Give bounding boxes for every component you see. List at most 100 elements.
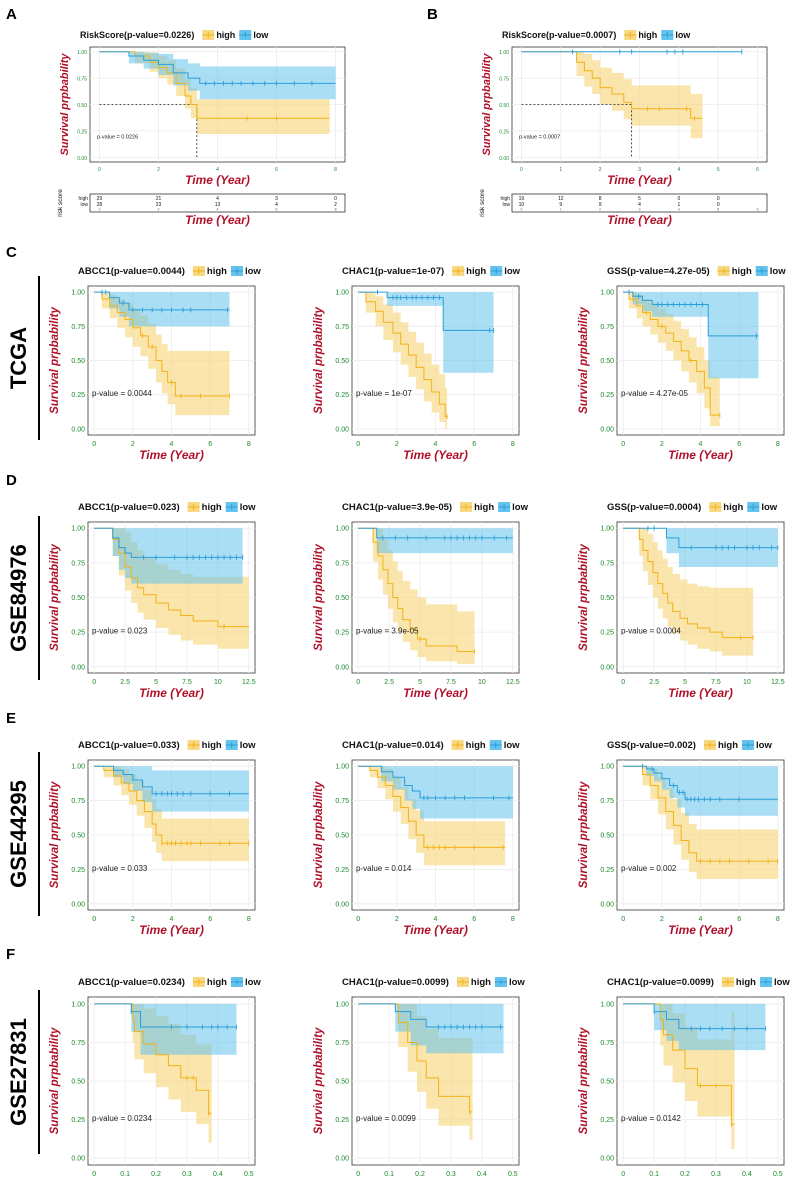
x-tick-label: 0 (356, 1171, 360, 1177)
km-curve-high (623, 1003, 735, 1125)
y-tick-label: 0.75 (600, 798, 614, 805)
x-tick-label: 12.5 (242, 679, 256, 686)
km-curve-low (623, 527, 778, 549)
legend: high low (717, 266, 786, 277)
x-tick-label: 4 (216, 167, 219, 173)
km-curve-low (623, 291, 759, 337)
x-tick-label: 2 (395, 441, 399, 448)
x-tick-label: 0 (621, 1171, 625, 1177)
risk-cell: 3 (275, 196, 278, 202)
ci-band-high (99, 51, 330, 135)
y-tick-label: 0.50 (600, 595, 614, 602)
x-tick-label: 0.3 (182, 1171, 192, 1177)
legend: high low (192, 977, 261, 988)
y-tick-label: 0.00 (71, 426, 85, 433)
y-axis-label: Survival prpbability (49, 781, 61, 888)
legend-label-high: high (723, 502, 743, 513)
y-tick-label: 0.50 (600, 833, 614, 840)
legend-label-high: high (466, 266, 486, 277)
plot-title: ABCC1(p-value=0.0234) (78, 977, 185, 988)
x-tick-label: 6 (275, 167, 278, 173)
y-tick-label: 0.50 (335, 595, 349, 602)
y-tick-label: 1.00 (600, 290, 614, 297)
x-tick-label: 0 (92, 1171, 96, 1177)
x-tick-label: 4 (434, 441, 438, 448)
risk-cell: 13 (215, 202, 221, 208)
ci-band-high (358, 292, 448, 429)
y-axis-label: Survival prpbability (313, 1027, 325, 1134)
x-tick-label: 10 (743, 679, 751, 686)
ci-band-low (623, 292, 759, 379)
risk-table-xlabel: Time (Year) (607, 213, 672, 227)
km-curve-low (94, 765, 249, 795)
plot-title: ABCC1(p-value=0.023) (78, 502, 180, 513)
x-axis-label: Time (Year) (139, 923, 204, 937)
y-tick-label: 0.75 (71, 1040, 85, 1047)
km-curve-high (94, 527, 249, 628)
risk-x-tick: 1 (560, 208, 562, 212)
risk-row-label: low (80, 202, 88, 208)
km-curve-low (623, 1003, 766, 1030)
y-tick-label: 1.00 (71, 526, 85, 533)
risk-x-tick: 5 (717, 208, 719, 212)
risk-x-tick: 3 (639, 208, 641, 212)
y-tick-label: 0.75 (71, 560, 85, 567)
legend-label-high: high (466, 740, 486, 751)
y-tick-label: 0.25 (71, 630, 85, 637)
risk-x-tick: 2 (157, 208, 159, 212)
y-tick-label: 1.00 (600, 764, 614, 771)
ci-band-low (358, 528, 513, 554)
x-tick-label: 4 (170, 916, 174, 923)
x-tick-label: 0.4 (477, 1171, 487, 1177)
legend: high low (192, 266, 261, 277)
x-tick-label: 7.5 (446, 679, 456, 686)
risk-cell: 29 (97, 196, 103, 202)
y-tick-label: 1.00 (71, 290, 85, 297)
x-tick-label: 8 (511, 916, 515, 923)
x-tick-label: 2 (660, 441, 664, 448)
risk-cell: 8 (599, 196, 602, 202)
risk-cell: 5 (638, 196, 641, 202)
km-curve-low (358, 765, 513, 799)
km-curve-low (94, 1003, 237, 1028)
km-curve-high (358, 291, 448, 418)
p-value-annotation: p-value = 3.9e-05 (356, 627, 419, 636)
x-tick-label: 2.5 (384, 679, 394, 686)
x-tick-label: 10 (478, 679, 486, 686)
y-axis-label: Survival prpbability (59, 53, 71, 156)
y-tick-label: 0.50 (335, 833, 349, 840)
y-tick-label: 0.00 (335, 901, 349, 908)
p-value-annotation: p-value = 0.033 (92, 864, 148, 873)
x-tick-label: 5 (683, 679, 687, 686)
risk-cell: 0 (677, 196, 680, 202)
y-tick-label: 0.75 (335, 560, 349, 567)
panel-label-a: A (6, 6, 17, 23)
legend-label-low: low (756, 740, 772, 751)
x-tick-label: 7.5 (711, 679, 721, 686)
plot-title: CHAC1(p-value=0.0099) (607, 977, 714, 988)
panel-label-d: D (6, 472, 17, 489)
legend: high low (709, 502, 778, 513)
legend-label-high: high (718, 740, 738, 751)
x-tick-label: 2.5 (120, 679, 130, 686)
km-curve-high (94, 1003, 212, 1114)
ci-band-low (623, 766, 778, 819)
x-tick-label: 0 (92, 679, 96, 686)
y-tick-label: 0.00 (499, 156, 509, 162)
y-tick-label: 1.00 (71, 764, 85, 771)
y-axis-label: Survival prpbability (578, 307, 590, 414)
ci-band-high (521, 51, 703, 139)
risk-x-tick: 6 (276, 208, 278, 212)
km-plot-f1: 0.00 0.25 0.50 0.75 1.00 0 0.1 0.2 0.3 0.4 0.5 Surv… (49, 977, 261, 1177)
risk-table-frame (89, 193, 346, 213)
y-tick-label: 0.00 (600, 426, 614, 433)
km-plot-d3: 0.00 0.25 0.50 0.75 1.00 0 2.5 5 7.5 10 12.5 Surviv… (578, 502, 785, 700)
legend: high low (721, 977, 790, 988)
x-tick-label: 1 (559, 167, 562, 173)
x-tick-label: 0 (621, 441, 625, 448)
km-curve-high (623, 527, 754, 639)
y-axis-label: Survival prpbability (578, 544, 590, 651)
x-tick-label: 8 (511, 441, 515, 448)
ci-band-high (623, 292, 720, 427)
p-value-annotation: p-value = 1e-07 (356, 389, 412, 398)
